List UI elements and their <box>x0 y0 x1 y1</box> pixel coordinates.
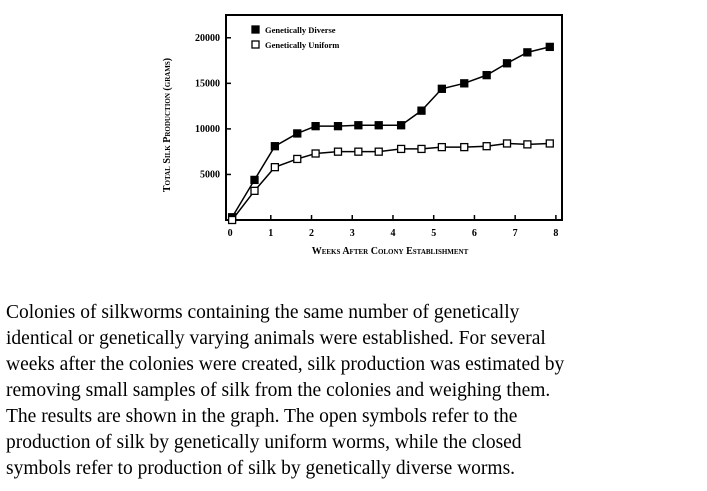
y-tick-label: 15000 <box>195 78 220 89</box>
paragraph-line: identical or genetically varying animals… <box>6 328 546 349</box>
x-tick-label: 0 <box>228 228 233 239</box>
data-point <box>354 147 363 156</box>
data-point <box>545 42 554 52</box>
paragraph-line: production of silk by genetically unifor… <box>6 432 522 453</box>
series-line <box>231 142 550 221</box>
data-point <box>374 121 383 130</box>
data-point <box>482 142 491 151</box>
data-point <box>437 84 447 93</box>
paragraph: Colonies of silkworms containing the sam… <box>6 300 706 482</box>
y-tick-label: 10000 <box>195 124 220 135</box>
data-point <box>502 139 512 148</box>
data-point <box>523 140 532 149</box>
data-point <box>523 48 532 57</box>
data-point <box>250 186 259 195</box>
x-tick-label: 8 <box>553 228 558 239</box>
data-point <box>270 163 280 172</box>
x-tick-label: 2 <box>309 228 314 239</box>
data-point <box>482 70 491 80</box>
data-point <box>333 147 343 156</box>
data-point <box>293 129 302 138</box>
x-axis-label: Weeks After Colony Establishment <box>312 246 469 257</box>
data-point <box>293 154 302 164</box>
data-point <box>250 175 259 185</box>
data-point <box>227 215 237 225</box>
paragraph-line: Colonies of silkworms containing the sam… <box>6 302 520 323</box>
legend-marker <box>251 40 260 49</box>
data-point <box>396 144 406 154</box>
paragraph-line: symbols refer to production of silk by g… <box>6 458 516 479</box>
data-point <box>460 142 469 152</box>
paragraph-line: The results are shown in the graph. The … <box>6 406 518 427</box>
x-tick-label: 3 <box>350 228 355 239</box>
data-point <box>396 121 406 130</box>
data-point <box>374 147 383 156</box>
x-tick-label: 4 <box>390 228 395 239</box>
data-point <box>311 122 320 131</box>
data-point <box>545 139 554 148</box>
y-tick-label: 20000 <box>195 33 220 44</box>
data-point <box>311 149 320 158</box>
data-point <box>417 144 426 154</box>
legend-label: Genetically Uniform <box>265 40 339 50</box>
data-point <box>270 142 280 151</box>
legend-label: Genetically Diverse <box>265 25 336 35</box>
x-tick-label: 5 <box>431 228 436 239</box>
series-line <box>231 46 550 218</box>
x-tick-label: 7 <box>513 228 518 239</box>
data-point <box>333 122 343 131</box>
data-point <box>502 59 512 68</box>
plot-frame <box>225 14 563 221</box>
chart: Weeks After Colony Establishment Total S… <box>162 14 563 257</box>
legend-marker <box>251 25 260 34</box>
x-tick-label: 1 <box>268 228 273 239</box>
paragraph-line: removing small samples of silk from the … <box>6 380 551 401</box>
data-point <box>437 142 447 152</box>
x-tick-label: 6 <box>472 228 477 239</box>
y-tick-label: 5000 <box>200 169 220 180</box>
data-point <box>417 106 426 115</box>
paragraph-line: weeks after the colonies were created, s… <box>6 354 565 375</box>
data-point <box>460 79 469 88</box>
data-point <box>354 121 363 130</box>
y-axis-label: Total Silk Production (grams) <box>162 58 173 192</box>
